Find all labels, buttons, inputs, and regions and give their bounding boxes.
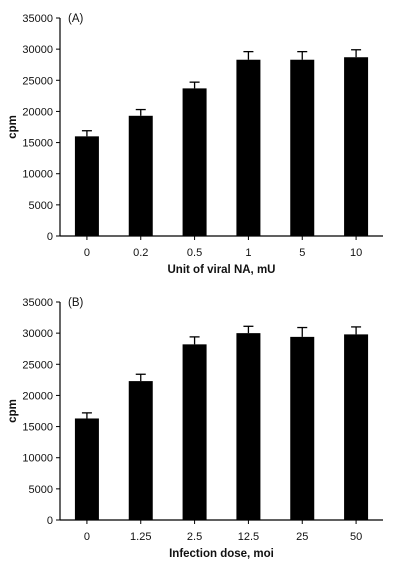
y-tick-label: 15000 (22, 138, 53, 150)
chart-panel-2: 0 5000 10000 15000 20000 25000 30000 35000 0 1.25… (7, 297, 383, 560)
bar (236, 59, 261, 236)
x-tick-label: 2.5 (187, 531, 202, 543)
y-tick-label: 20000 (22, 106, 53, 118)
bar (74, 418, 99, 520)
bar (128, 381, 153, 520)
y-tick-label: 15000 (22, 422, 53, 434)
x-tick-label: 50 (350, 531, 362, 543)
x-tick-label: 0 (84, 247, 90, 259)
y-tick-label: 25000 (22, 75, 53, 87)
x-tick-label: 25 (296, 531, 308, 543)
y-tick-label: 10000 (22, 453, 53, 465)
y-tick-label: 25000 (22, 359, 53, 371)
bar (344, 57, 369, 236)
x-tick-label: 5 (299, 247, 305, 259)
bar (182, 88, 207, 236)
x-tick-label: 12.5 (238, 531, 259, 543)
y-tick-label: 30000 (22, 44, 53, 56)
chart-panel-1: 0 5000 10000 15000 20000 25000 30000 35000 0 0.2 0… (7, 13, 383, 276)
bar (290, 59, 315, 236)
y-tick-label: 0 (47, 231, 53, 243)
panel-label: (B) (68, 297, 84, 309)
x-tick-label: 0.5 (187, 247, 202, 259)
y-tick-label: 35000 (22, 13, 53, 25)
bar (182, 344, 207, 520)
x-axis-title: Unit of viral NA, mU (168, 264, 276, 276)
panel-label: (A) (68, 13, 84, 25)
x-tick-label: 1 (245, 247, 251, 259)
y-tick-label: 5000 (29, 200, 53, 212)
bar (74, 136, 99, 236)
bar (344, 334, 369, 520)
x-tick-label: 10 (350, 247, 362, 259)
bar (128, 115, 153, 236)
y-axis-title: cpm (7, 399, 19, 423)
y-axis-title: cpm (7, 115, 19, 139)
bar (236, 333, 261, 520)
x-axis-title: Infection dose, moi (169, 548, 274, 560)
y-tick-label: 5000 (29, 484, 53, 496)
y-tick-label: 30000 (22, 328, 53, 340)
y-tick-label: 10000 (22, 169, 53, 181)
y-tick-label: 0 (47, 515, 53, 527)
x-tick-label: 1.25 (130, 531, 151, 543)
x-tick-label: 0 (84, 531, 90, 543)
bar (290, 336, 315, 520)
y-tick-label: 20000 (22, 390, 53, 402)
x-tick-label: 0.2 (133, 247, 148, 259)
y-tick-label: 35000 (22, 297, 53, 309)
